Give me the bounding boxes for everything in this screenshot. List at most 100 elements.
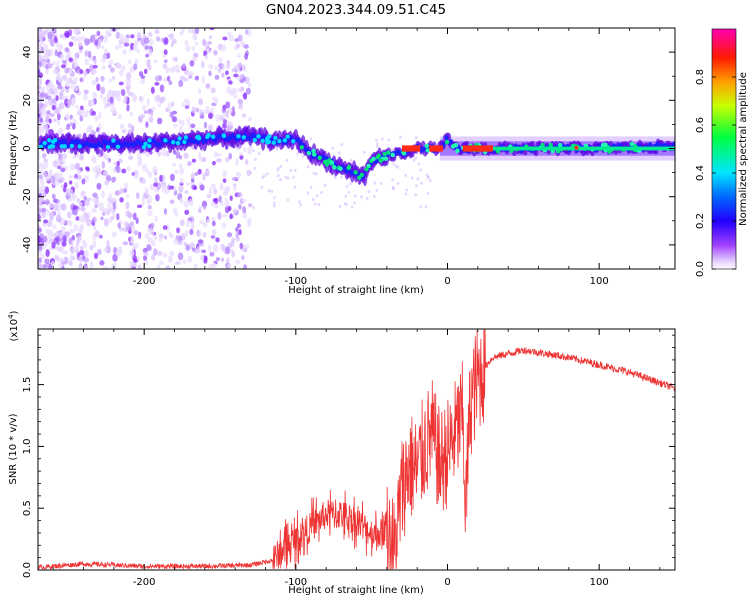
- spectrogram-band-core: [158, 142, 162, 148]
- spectrogram-speckle: [48, 118, 52, 124]
- spectrogram-speckle: [81, 35, 86, 42]
- spectrogram-speckle: [145, 121, 149, 128]
- spectrogram-speckle: [78, 201, 83, 208]
- spectrogram-speckle: [136, 48, 140, 54]
- spectrogram-peak: [182, 139, 187, 145]
- spectrogram-speckle: [235, 43, 241, 49]
- spectrogram-speckle: [151, 254, 156, 262]
- spectrogram-speckle: [49, 212, 55, 220]
- spectrogram-speckle: [229, 213, 233, 220]
- spectrogram-speckle: [170, 41, 174, 48]
- spectrogram-speckle: [279, 177, 282, 182]
- spectrogram-speckle: [186, 219, 190, 228]
- spectrogram-speckle: [147, 65, 152, 71]
- spectrogram-speckle: [340, 142, 344, 147]
- spectrogram-speckle: [58, 103, 63, 109]
- spectrogram-peak: [175, 140, 181, 146]
- spectrogram-speckle: [169, 199, 175, 204]
- spectrogram-speckle: [237, 53, 241, 58]
- spectrogram-speckle: [62, 234, 67, 243]
- spectrogram-speckle: [129, 249, 135, 257]
- spectrogram-speckle: [159, 97, 164, 105]
- spectrogram-speckle: [103, 48, 109, 55]
- spectrogram-speckle: [199, 115, 205, 119]
- spectrogram-speckle: [91, 110, 96, 116]
- spectrogram-speckle: [215, 257, 221, 262]
- spectrogram-speckle: [129, 111, 134, 117]
- spectrogram-speckle: [218, 195, 222, 203]
- y-tick-label: 0.0: [22, 562, 33, 578]
- spectrogram-speckle: [43, 54, 49, 60]
- spectrogram-speckle: [233, 94, 238, 99]
- colorbar: 0.0 0.2 0.4 0.6 0.8 Normalized spectral ampl…: [695, 28, 749, 277]
- spectrogram-speckle: [221, 63, 225, 71]
- spectrogram-speckle: [114, 93, 118, 100]
- spectrogram-speckle: [412, 158, 416, 162]
- spectrogram-speckle: [208, 70, 212, 77]
- spectrogram-speckle: [138, 231, 142, 240]
- spectrogram-speckle: [163, 208, 168, 215]
- spectrogram-peak: [111, 138, 116, 143]
- spectrogram-peak: [425, 148, 430, 153]
- spectrogram-speckle: [210, 201, 215, 207]
- spectrogram-speckle: [94, 204, 98, 209]
- spectrogram-speckle: [137, 157, 143, 165]
- spectrogram-speckle: [43, 161, 49, 169]
- spectrogram-speckle: [73, 76, 78, 83]
- spectrogram-speckle: [367, 189, 371, 194]
- spectrogram-speckle: [128, 59, 132, 65]
- spectrogram-speckle: [96, 248, 102, 256]
- spectrogram-peak: [378, 158, 384, 163]
- spectrogram-peak: [366, 163, 371, 169]
- spectrogram-speckle: [272, 204, 276, 208]
- spectrogram-speckle: [115, 45, 119, 51]
- spectrogram-speckle: [122, 241, 129, 246]
- spectrogram-band-core: [112, 143, 116, 149]
- spectrogram-speckle: [144, 187, 149, 196]
- spectrogram-speckle: [193, 263, 198, 269]
- spectrogram-speckle: [51, 176, 55, 184]
- spectrogram-speckle: [57, 172, 63, 180]
- spectrogram-speckle: [163, 49, 168, 56]
- spectrogram-band-core: [116, 139, 121, 146]
- spectrogram-speckle: [245, 87, 251, 95]
- spectrogram-speckle: [399, 135, 402, 139]
- spectrogram-speckle: [220, 201, 224, 206]
- spectrogram-speckle: [353, 201, 356, 205]
- spectrogram-speckle: [101, 65, 106, 71]
- spectrogram-band-core: [672, 141, 675, 147]
- spectrogram-speckle: [338, 204, 342, 208]
- spectrogram-speckle: [91, 216, 97, 223]
- spectrogram-speckle: [176, 227, 180, 234]
- spectrogram-speckle: [39, 117, 43, 123]
- spectrogram-speckle: [73, 63, 78, 69]
- spectrogram-speckle: [128, 212, 133, 219]
- spectrogram-speckle: [235, 231, 240, 238]
- spectrogram-speckle: [233, 73, 239, 78]
- spectrogram-speckle: [51, 104, 56, 111]
- spectrogram-speckle: [365, 196, 369, 201]
- spectrogram-peak: [163, 138, 168, 143]
- spectrogram-speckle: [221, 72, 225, 78]
- spectrogram-speckle: [404, 192, 408, 196]
- spectrogram-speckle: [144, 45, 151, 50]
- spectrogram-speckle: [55, 95, 59, 101]
- spectrogram-speckle: [309, 137, 313, 141]
- spectrogram-speckle: [175, 151, 181, 159]
- spectrogram-speckle: [79, 115, 84, 122]
- spectrogram-peak: [311, 148, 316, 154]
- spectrogram-speckle: [153, 182, 158, 187]
- spectrogram-speckle: [79, 250, 85, 256]
- spectrogram-speckle: [286, 198, 290, 202]
- spectrogram-speckle: [100, 86, 106, 95]
- spectrogram-speckle: [39, 187, 45, 195]
- spectrogram-speckle: [141, 114, 145, 119]
- spectrogram-peak: [273, 135, 278, 141]
- spectrogram-speckle: [154, 81, 160, 86]
- spectrogram-speckle: [221, 222, 227, 229]
- spectrogram-speckle: [50, 260, 55, 266]
- spectrogram-speckle: [247, 82, 252, 88]
- spectrogram-speckle: [190, 123, 196, 129]
- colorbar-tick-label: 0.4: [695, 165, 706, 181]
- spectrogram-speckle: [226, 232, 233, 238]
